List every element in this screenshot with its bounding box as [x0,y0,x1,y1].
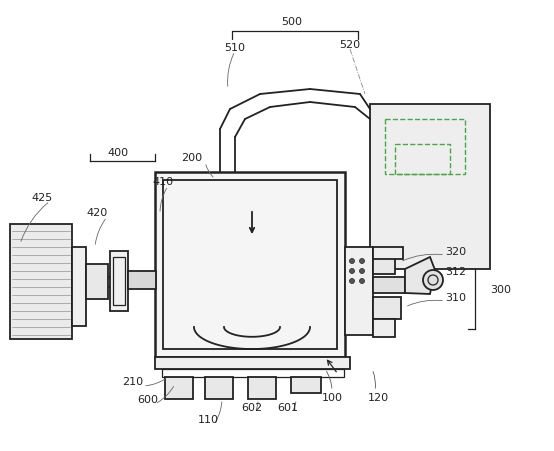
Bar [373,277,405,293]
Bar [155,173,345,357]
Text: 410: 410 [152,177,173,187]
Circle shape [350,279,355,284]
Bar [248,377,276,399]
Bar [373,254,395,274]
Text: 200: 200 [182,152,203,163]
Text: 510: 510 [224,43,245,53]
Text: 600: 600 [137,394,158,404]
Text: 500: 500 [281,17,302,27]
Bar [113,258,125,305]
Bar [128,272,156,290]
Text: 120: 120 [367,392,388,402]
Text: 310: 310 [445,292,466,302]
Text: 520: 520 [340,40,361,50]
Bar [86,264,108,299]
Bar [345,248,373,335]
Circle shape [423,271,443,290]
Text: 400: 400 [107,147,129,158]
Text: 210: 210 [122,376,143,386]
Circle shape [360,279,365,284]
Bar [373,248,403,259]
Text: 420: 420 [86,207,107,217]
Bar [370,105,490,269]
Circle shape [360,259,365,264]
Bar [165,377,193,399]
Bar [205,377,233,399]
Text: 320: 320 [445,246,466,257]
Text: 110: 110 [197,414,218,424]
Bar [110,252,128,311]
Text: 601: 601 [278,402,299,412]
Text: 100: 100 [321,392,342,402]
Circle shape [360,269,365,274]
Circle shape [350,259,355,264]
Bar [291,377,321,393]
Bar [373,297,401,319]
Text: 602: 602 [242,402,263,412]
Bar [373,319,395,337]
Polygon shape [405,258,435,295]
Text: 312: 312 [445,267,466,276]
Bar [72,248,86,326]
Bar [163,180,337,349]
Text: 300: 300 [490,285,511,295]
Circle shape [350,269,355,274]
Bar [10,225,72,339]
Bar [155,357,350,369]
Bar [162,369,344,377]
Bar [385,120,465,175]
Text: 425: 425 [32,193,53,202]
Bar [395,145,450,175]
